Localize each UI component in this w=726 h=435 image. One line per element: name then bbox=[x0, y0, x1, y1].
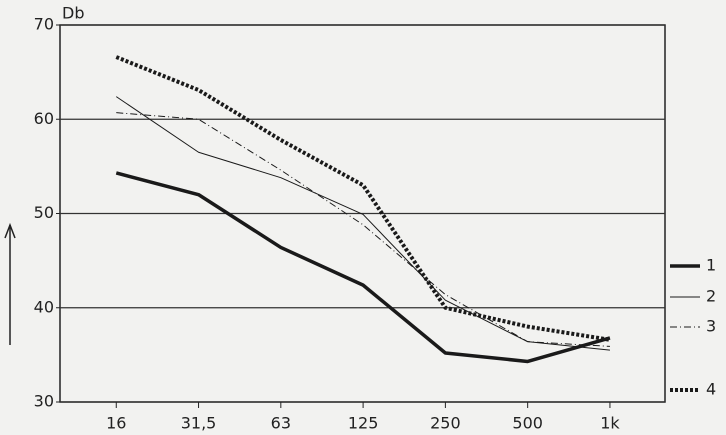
x-tick-label: 1k bbox=[600, 414, 620, 433]
x-tick-label: 63 bbox=[271, 414, 291, 433]
y-tick-label: 70 bbox=[34, 15, 54, 34]
series-line bbox=[115, 171, 611, 364]
legend-label: 1 bbox=[706, 256, 716, 275]
legend-label: 4 bbox=[706, 380, 716, 399]
x-tick-label: 31,5 bbox=[181, 414, 217, 433]
x-tick-label: 125 bbox=[348, 414, 379, 433]
y-tick-label: 40 bbox=[34, 297, 54, 316]
legend-label: 3 bbox=[706, 317, 716, 336]
series-line bbox=[116, 112, 610, 347]
y-tick-label: 50 bbox=[34, 203, 54, 222]
x-tick-label: 16 bbox=[106, 414, 126, 433]
series-line bbox=[115, 96, 610, 351]
legend-label: 2 bbox=[706, 287, 716, 306]
y-tick-label: 30 bbox=[34, 392, 54, 411]
arrow-head bbox=[4, 222, 16, 239]
series-line bbox=[115, 55, 611, 342]
x-tick-label: 500 bbox=[512, 414, 543, 433]
x-tick-label: 250 bbox=[430, 414, 461, 433]
y-axis-label: Db bbox=[62, 4, 84, 23]
y-tick-label: 60 bbox=[34, 109, 54, 128]
